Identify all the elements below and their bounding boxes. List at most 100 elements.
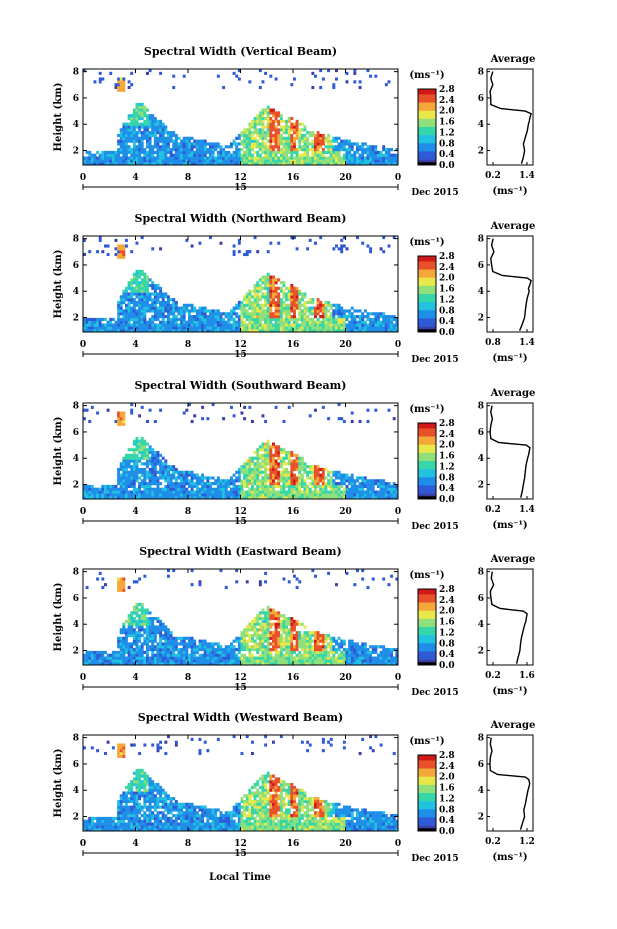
heatmap-cell	[198, 153, 202, 157]
heatmap-cell	[135, 300, 139, 305]
heatmap-cell	[164, 496, 168, 500]
heatmap-cell	[251, 487, 254, 491]
colorbar-swatch	[418, 490, 436, 494]
heatmap-cell	[282, 128, 286, 132]
heatmap-cell	[353, 71, 357, 75]
heatmap-cell	[90, 323, 94, 327]
heatmap-cell	[272, 326, 275, 330]
heatmap-cell	[269, 122, 273, 126]
heatmap-cell	[164, 309, 168, 313]
heatmap-cell	[314, 315, 317, 319]
heatmap-cell	[140, 653, 144, 657]
heatmap-cell	[209, 645, 212, 649]
heatmap-cell	[329, 482, 333, 486]
heatmap-cell	[148, 662, 152, 666]
heatmap-cell	[209, 490, 212, 494]
heatmap-cell	[387, 408, 391, 412]
heatmap-cell	[214, 487, 218, 491]
heatmap-cell	[180, 156, 184, 160]
heatmap-cell	[350, 156, 354, 160]
heatmap-cell	[132, 453, 136, 457]
heatmap-cell	[308, 487, 312, 491]
colorbar-swatch	[418, 304, 436, 308]
heatmap-cell	[122, 77, 126, 81]
heatmap-cell	[387, 490, 391, 494]
heatmap-cell	[190, 639, 194, 643]
heatmap-cell	[321, 136, 325, 140]
heatmap-cell	[161, 306, 165, 310]
heatmap-cell	[232, 490, 236, 494]
heatmap-cell	[264, 625, 268, 629]
heatmap-cell	[300, 323, 304, 327]
colorbar-swatch	[418, 118, 436, 122]
heatmap-cell	[146, 636, 149, 640]
heatmap-cell	[332, 479, 336, 483]
heatmap-cell	[256, 303, 260, 307]
heatmap-cell	[148, 408, 152, 412]
heatmap-cell	[311, 465, 315, 469]
heatmap-cell	[161, 156, 165, 160]
heatmap-cell	[306, 476, 310, 480]
heatmap-cell	[188, 653, 191, 657]
heatmap-cell	[122, 414, 126, 418]
heatmap-cell	[248, 300, 252, 305]
heatmap-cell	[274, 448, 278, 452]
heatmap-cell	[258, 159, 262, 163]
heatmap-cell	[125, 619, 128, 623]
heatmap-cell	[83, 659, 86, 663]
heatmap-cell	[143, 642, 147, 646]
heatmap-cell	[240, 148, 244, 152]
heatmap-cell	[153, 656, 157, 660]
heatmap-cell	[203, 148, 207, 152]
heatmap-cell	[251, 479, 254, 483]
heatmap-cell	[256, 470, 260, 474]
heatmap-cell	[119, 85, 123, 90]
heatmap-cell	[274, 150, 278, 154]
heatmap-cell	[164, 128, 168, 132]
heatmap-cell	[382, 323, 386, 327]
heatmap-cell	[269, 496, 273, 500]
heatmap-cell	[324, 303, 328, 307]
heatmap-cell	[369, 490, 373, 494]
heatmap-cell	[243, 479, 247, 483]
heatmap-cell	[138, 105, 142, 109]
heatmap-cell	[235, 150, 239, 154]
heatmap-cell	[287, 484, 291, 488]
heatmap-cell	[109, 659, 113, 663]
heatmap-cell	[227, 145, 231, 149]
heatmap-cell	[293, 286, 296, 290]
heatmap-cell	[140, 645, 144, 649]
heatmap-cell	[132, 117, 136, 121]
heatmap-cell	[264, 309, 268, 313]
heatmap-cell	[101, 150, 105, 154]
heatmap-cell	[337, 142, 341, 146]
heatmap-cell	[156, 284, 160, 288]
heatmap-cell	[240, 656, 244, 660]
heatmap-cell	[285, 306, 289, 310]
heatmap-cell	[248, 656, 252, 660]
colorbar-swatch	[418, 318, 436, 322]
heatmap-cell	[148, 487, 152, 491]
heatmap-cell	[350, 496, 354, 500]
heatmap-cell	[390, 317, 394, 321]
heatmap-cell	[248, 462, 252, 466]
heatmap-cell	[174, 479, 178, 483]
heatmap-cell	[164, 315, 168, 319]
heatmap-cell	[148, 320, 152, 324]
heatmap-cell	[353, 320, 357, 324]
heatmap-cell	[266, 323, 270, 327]
heatmap-cell	[203, 306, 207, 310]
heatmap-cell	[148, 323, 152, 327]
heatmap-cell	[258, 622, 262, 626]
heatmap-cell	[361, 493, 365, 497]
heatmap-cell	[140, 608, 144, 612]
heatmap-cell	[311, 131, 315, 135]
heatmap-cell	[274, 111, 278, 115]
heatmap-cell	[119, 159, 123, 163]
heatmap-cell	[293, 131, 296, 135]
heatmap-cell	[266, 329, 270, 333]
heatmap-cell	[369, 487, 373, 491]
heatmap-cell	[298, 142, 302, 146]
heatmap-cell	[90, 493, 94, 497]
heatmap-cell	[127, 648, 131, 652]
